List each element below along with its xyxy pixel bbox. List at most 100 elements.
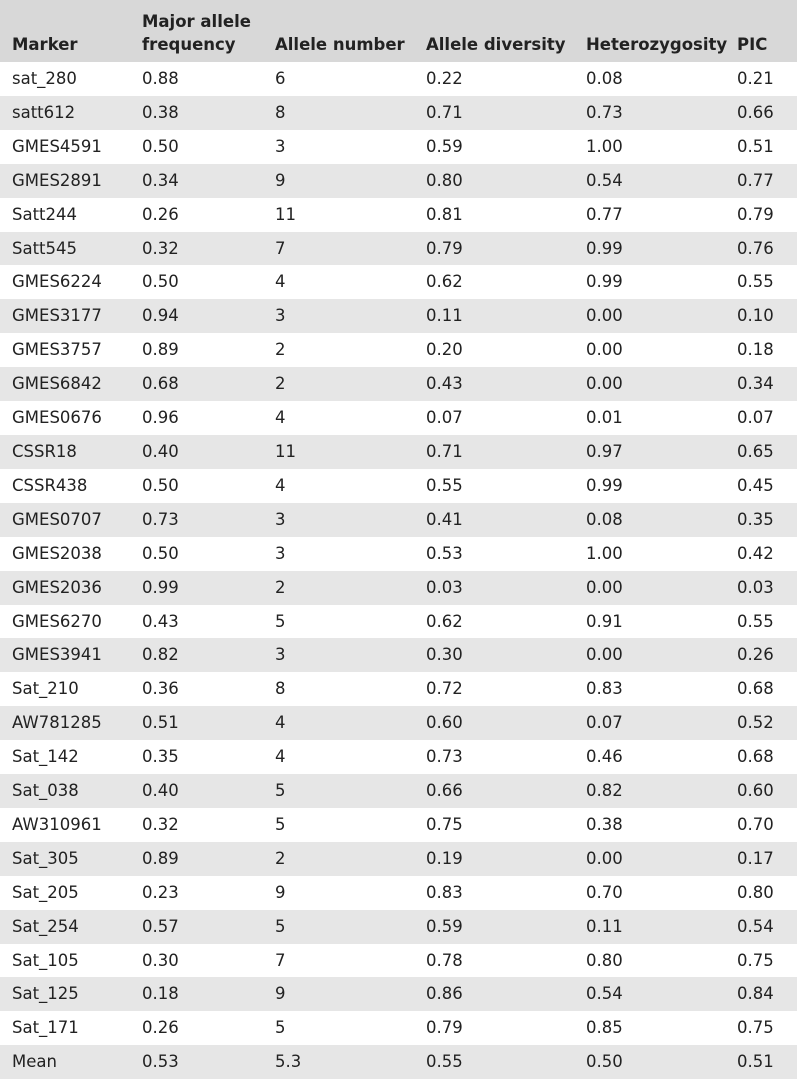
cell-major-allele-frequency: 0.32 [130,231,263,266]
cell-major-allele-frequency: 0.40 [130,774,263,808]
cell-heterozygosity: 0.85 [574,1011,737,1046]
cell-allele-diversity: 0.83 [414,875,574,910]
table-row: GMES2036 0.99 2 0.03 0.00 0.03 [0,570,797,605]
table-row: Sat_142 0.35 4 0.73 0.46 0.68 [0,740,797,775]
cell-allele-diversity: 0.03 [414,570,574,605]
cell-allele-diversity: 0.79 [414,231,574,266]
cell-marker: Mean [0,1045,130,1079]
cell-pic: 0.17 [737,841,797,876]
cell-pic: 0.21 [737,62,797,96]
cell-allele-diversity: 0.79 [414,1011,574,1046]
cell-major-allele-frequency: 0.26 [130,1011,263,1046]
cell-major-allele-frequency: 0.73 [130,502,263,537]
table-row: GMES6270 0.43 5 0.62 0.91 0.55 [0,604,797,639]
cell-major-allele-frequency: 0.89 [130,333,263,368]
cell-allele-number: 4 [263,468,414,503]
cell-allele-diversity: 0.75 [414,807,574,842]
cell-major-allele-frequency: 0.26 [130,197,263,232]
cell-heterozygosity: 0.00 [574,638,737,673]
cell-allele-diversity: 0.62 [414,604,574,639]
cell-allele-number: 4 [263,401,414,435]
cell-marker: GMES2891 [0,163,130,198]
cell-allele-diversity: 0.72 [414,672,574,707]
cell-allele-diversity: 0.80 [414,163,574,198]
cell-allele-number: 9 [263,875,414,910]
table-row: Sat_171 0.26 5 0.79 0.85 0.75 [0,1011,797,1046]
cell-marker: Sat_105 [0,943,130,978]
cell-major-allele-frequency: 0.88 [130,62,263,96]
cell-marker: Sat_305 [0,841,130,876]
cell-marker: GMES0676 [0,401,130,435]
table-row: CSSR18 0.40 11 0.71 0.97 0.65 [0,434,797,469]
cell-allele-diversity: 0.71 [414,95,574,130]
cell-heterozygosity: 0.54 [574,977,737,1012]
table-row: GMES0707 0.73 3 0.41 0.08 0.35 [0,502,797,537]
cell-allele-number: 2 [263,367,414,402]
cell-heterozygosity: 0.83 [574,672,737,707]
table-row: GMES6842 0.68 2 0.43 0.00 0.34 [0,367,797,402]
cell-allele-number: 8 [263,672,414,707]
cell-marker: GMES6270 [0,604,130,639]
cell-allele-number: 9 [263,163,414,198]
cell-major-allele-frequency: 0.40 [130,434,263,469]
cell-marker: Sat_254 [0,909,130,944]
cell-allele-number: 7 [263,943,414,978]
cell-allele-number: 8 [263,95,414,130]
cell-allele-number: 5 [263,774,414,808]
cell-heterozygosity: 0.73 [574,95,737,130]
table-row: Satt244 0.26 11 0.81 0.77 0.79 [0,197,797,232]
header-freq-line2: frequency [142,35,236,54]
table-row: GMES2891 0.34 9 0.80 0.54 0.77 [0,163,797,198]
cell-marker: Sat_171 [0,1011,130,1046]
cell-allele-diversity: 0.59 [414,129,574,164]
cell-major-allele-frequency: 0.89 [130,841,263,876]
cell-heterozygosity: 0.38 [574,807,737,842]
cell-heterozygosity: 0.70 [574,875,737,910]
cell-pic: 0.45 [737,468,797,503]
cell-heterozygosity: 0.50 [574,1045,737,1079]
cell-marker: GMES2036 [0,570,130,605]
cell-heterozygosity: 0.01 [574,401,737,435]
cell-marker: Sat_205 [0,875,130,910]
cell-allele-diversity: 0.43 [414,367,574,402]
cell-allele-diversity: 0.30 [414,638,574,673]
cell-marker: GMES3941 [0,638,130,673]
cell-pic: 0.26 [737,638,797,673]
cell-pic: 0.80 [737,875,797,910]
cell-allele-number: 3 [263,502,414,537]
cell-heterozygosity: 0.08 [574,502,737,537]
header-freq-line1: Major allele [142,12,251,31]
cell-pic: 0.54 [737,909,797,944]
cell-allele-number: 4 [263,740,414,775]
cell-marker: GMES3177 [0,299,130,334]
cell-pic: 0.03 [737,570,797,605]
table-row: satt612 0.38 8 0.71 0.73 0.66 [0,95,797,130]
cell-pic: 0.60 [737,774,797,808]
table-body: sat_280 0.88 6 0.22 0.08 0.21 satt612 0.38 8 0.71… [0,62,797,1079]
header-heterozygosity: Heterozygosity [574,0,737,62]
cell-allele-diversity: 0.22 [414,62,574,96]
header-allele-number: Allele number [263,0,414,62]
cell-allele-diversity: 0.86 [414,977,574,1012]
table-row: Sat_125 0.18 9 0.86 0.54 0.84 [0,977,797,1012]
table-header: Marker Major allele frequency Allele numb… [0,0,797,62]
cell-heterozygosity: 0.99 [574,265,737,300]
cell-pic: 0.10 [737,299,797,334]
table-row: sat_280 0.88 6 0.22 0.08 0.21 [0,62,797,96]
table-row: Sat_210 0.36 8 0.72 0.83 0.68 [0,672,797,707]
cell-pic: 0.42 [737,536,797,571]
cell-major-allele-frequency: 0.50 [130,468,263,503]
cell-allele-number: 6 [263,62,414,96]
cell-major-allele-frequency: 0.35 [130,740,263,775]
table-row: Sat_105 0.30 7 0.78 0.80 0.75 [0,943,797,978]
cell-major-allele-frequency: 0.68 [130,367,263,402]
cell-marker: AW310961 [0,807,130,842]
cell-major-allele-frequency: 0.51 [130,706,263,741]
cell-marker: AW781285 [0,706,130,741]
cell-pic: 0.75 [737,943,797,978]
cell-major-allele-frequency: 0.30 [130,943,263,978]
cell-heterozygosity: 0.80 [574,943,737,978]
cell-marker: GMES4591 [0,129,130,164]
cell-pic: 0.76 [737,231,797,266]
